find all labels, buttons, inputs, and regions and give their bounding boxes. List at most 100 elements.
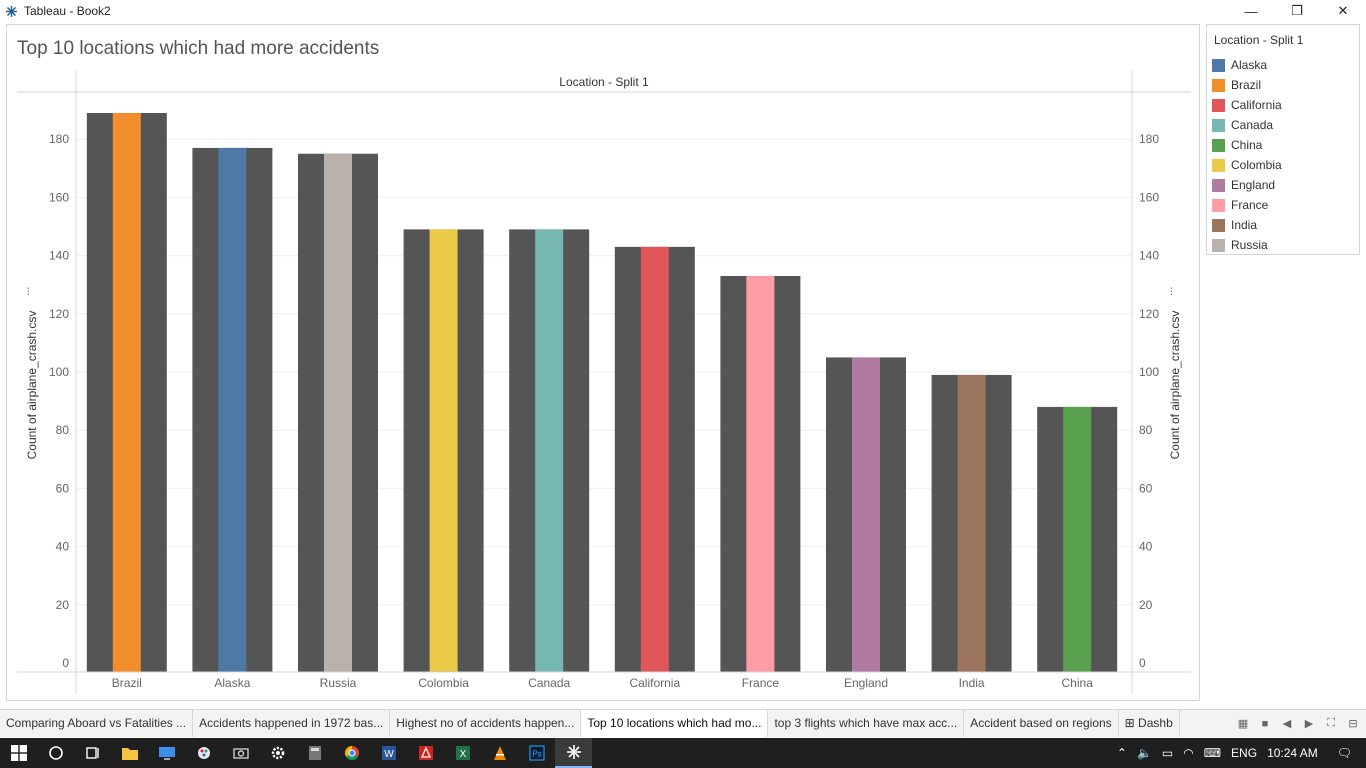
tableau-logo-icon bbox=[4, 4, 18, 18]
excel-app-icon[interactable]: X bbox=[444, 738, 481, 768]
settings-gear-icon[interactable] bbox=[259, 738, 296, 768]
chrome-browser-icon[interactable] bbox=[333, 738, 370, 768]
bar[interactable] bbox=[112, 113, 141, 672]
legend-title: Location - Split 1 bbox=[1214, 33, 1304, 47]
legend-label: Colombia bbox=[1231, 158, 1282, 172]
y-tick-label-right: 160 bbox=[1139, 190, 1159, 204]
tab-top-3-flights[interactable]: top 3 flights which have max acc... bbox=[768, 710, 965, 737]
legend-item[interactable]: Canada bbox=[1207, 115, 1359, 135]
legend-swatch bbox=[1212, 138, 1225, 152]
show-tabs-icon[interactable]: ■ bbox=[1261, 717, 1269, 730]
tab-highest-accidents[interactable]: Highest no of accidents happen... bbox=[390, 710, 582, 737]
x-tick-label: California bbox=[629, 676, 680, 690]
tab-top-10-locations[interactable]: Top 10 locations which had mo... bbox=[581, 710, 769, 737]
legend-label: France bbox=[1231, 198, 1269, 212]
legend-swatch bbox=[1212, 218, 1225, 232]
windows-start-icon[interactable] bbox=[0, 738, 37, 768]
legend-item[interactable]: Colombia bbox=[1207, 155, 1359, 175]
legend-item[interactable]: India bbox=[1207, 215, 1359, 235]
y-tick-label-left: 160 bbox=[49, 190, 69, 204]
restore-button[interactable]: ❐ bbox=[1291, 3, 1303, 18]
tab-accidents-1972[interactable]: Accidents happened in 1972 bas... bbox=[193, 710, 391, 737]
bar[interactable] bbox=[1063, 406, 1092, 672]
window-title: Tableau - Book2 bbox=[24, 4, 111, 18]
y-tick-label-right: 140 bbox=[1139, 249, 1159, 263]
acrobat-app-icon[interactable] bbox=[407, 738, 444, 768]
minimize-button[interactable]: — bbox=[1244, 3, 1258, 19]
column-header-label: Location - Split 1 bbox=[559, 75, 649, 89]
bar-chart[interactable]: 0 0 20 20 40 40 60 60 80 80 100 100 120 120 140 140 160 1… bbox=[7, 25, 1199, 700]
calculator-icon[interactable] bbox=[296, 738, 333, 768]
task-view-icon[interactable] bbox=[74, 738, 111, 768]
axis-sort-icon-right[interactable]: ⫶ bbox=[1170, 287, 1173, 298]
y-axis-label-left: Count of airplane_crash.csv bbox=[25, 311, 39, 460]
x-tick-label: India bbox=[959, 676, 985, 690]
bar[interactable] bbox=[746, 275, 775, 672]
bar[interactable] bbox=[640, 246, 669, 672]
bar[interactable] bbox=[218, 147, 247, 672]
legend-item[interactable]: Brazil bbox=[1207, 75, 1359, 95]
show-filmstrip-icon[interactable]: ▦ bbox=[1237, 718, 1249, 730]
worksheet-view[interactable]: Top 10 locations which had more accident… bbox=[6, 24, 1200, 701]
color-legend[interactable]: Location - Split 1 Alaska Brazil Californi… bbox=[1206, 24, 1360, 255]
bar[interactable] bbox=[957, 374, 986, 672]
bar[interactable] bbox=[429, 229, 458, 672]
x-tick-label: Colombia bbox=[418, 676, 469, 690]
sheet-sorter-icon[interactable]: ⊟ bbox=[1348, 718, 1358, 730]
legend-label: Russia bbox=[1231, 238, 1268, 252]
legend-swatch bbox=[1212, 98, 1225, 112]
keyboard-icon[interactable]: ⌨ bbox=[1203, 746, 1222, 760]
y-tick-label-left: 80 bbox=[56, 423, 70, 437]
legend-item[interactable]: California bbox=[1207, 95, 1359, 115]
x-tick-label: Brazil bbox=[112, 676, 142, 690]
tray-chevron-up-icon[interactable]: ⌃ bbox=[1116, 746, 1127, 760]
legend-item[interactable]: England bbox=[1207, 175, 1359, 195]
vlc-app-icon[interactable] bbox=[481, 738, 518, 768]
y-tick-label-right: 100 bbox=[1139, 365, 1159, 379]
desktop-app-icon[interactable] bbox=[148, 738, 185, 768]
bar[interactable] bbox=[324, 153, 352, 672]
clock[interactable]: 10:24 AM bbox=[1267, 746, 1318, 760]
legend-item[interactable]: Russia bbox=[1207, 235, 1359, 255]
camera-app-icon[interactable] bbox=[222, 738, 259, 768]
window-titlebar: Tableau - Book2 — ❐ ✕ bbox=[0, 0, 1366, 22]
legend-item[interactable]: Alaska bbox=[1207, 55, 1359, 75]
y-tick-label-right: 80 bbox=[1139, 423, 1153, 437]
x-tick-label: France bbox=[742, 676, 780, 690]
battery-icon[interactable]: ▭ bbox=[1161, 746, 1174, 760]
prev-sheet-icon[interactable]: ◀ bbox=[1282, 718, 1292, 730]
y-tick-label-right: 120 bbox=[1139, 307, 1159, 321]
photoshop-app-icon[interactable]: Ps bbox=[518, 738, 555, 768]
next-sheet-icon[interactable]: ▶ bbox=[1304, 718, 1314, 730]
y-tick-label-right: 60 bbox=[1139, 481, 1153, 495]
paint-app-icon[interactable] bbox=[185, 738, 222, 768]
sheet-tab-bar: Comparing Aboard vs Fatalities ... Accid… bbox=[0, 709, 1366, 737]
wifi-icon[interactable]: ◠ bbox=[1183, 746, 1194, 760]
file-explorer-icon[interactable] bbox=[111, 738, 148, 768]
presentation-mode-icon[interactable]: ⛶ bbox=[1327, 717, 1335, 729]
y-tick-label-right: 20 bbox=[1139, 598, 1153, 612]
axis-sort-icon-left[interactable]: ⫶ bbox=[27, 287, 30, 298]
legend-item[interactable]: France bbox=[1207, 195, 1359, 215]
word-app-icon[interactable]: W bbox=[370, 738, 407, 768]
windows-taskbar: W X Ps ⌃ 🔈 ▭ ◠ ⌨ ENG 10:24 AM 🗨 bbox=[0, 738, 1366, 768]
tab-accident-regions[interactable]: Accident based on regions bbox=[964, 710, 1119, 737]
language-indicator[interactable]: ENG bbox=[1231, 746, 1258, 760]
legend-item[interactable]: China bbox=[1207, 135, 1359, 155]
y-tick-label-left: 60 bbox=[56, 481, 70, 495]
svg-text:W: W bbox=[384, 749, 394, 760]
bar[interactable] bbox=[852, 357, 880, 672]
notifications-icon[interactable]: 🗨 bbox=[1336, 746, 1352, 760]
volume-icon[interactable]: 🔈 bbox=[1136, 746, 1152, 760]
tab-comparing-aboard[interactable]: Comparing Aboard vs Fatalities ... bbox=[0, 710, 194, 737]
search-icon[interactable] bbox=[37, 738, 74, 768]
x-tick-label: Russia bbox=[320, 676, 357, 690]
sheet-title: Top 10 locations which had more accident… bbox=[17, 38, 380, 59]
y-tick-label-right: 0 bbox=[1139, 656, 1146, 670]
bar[interactable] bbox=[535, 229, 564, 672]
tab-dashboard[interactable]: ⊞ Dashb bbox=[1119, 710, 1180, 737]
y-tick-label-right: 180 bbox=[1139, 132, 1159, 146]
tableau-taskbar-icon[interactable] bbox=[555, 738, 592, 768]
y-tick-label-left: 40 bbox=[56, 540, 70, 554]
close-button[interactable]: ✕ bbox=[1337, 3, 1349, 18]
